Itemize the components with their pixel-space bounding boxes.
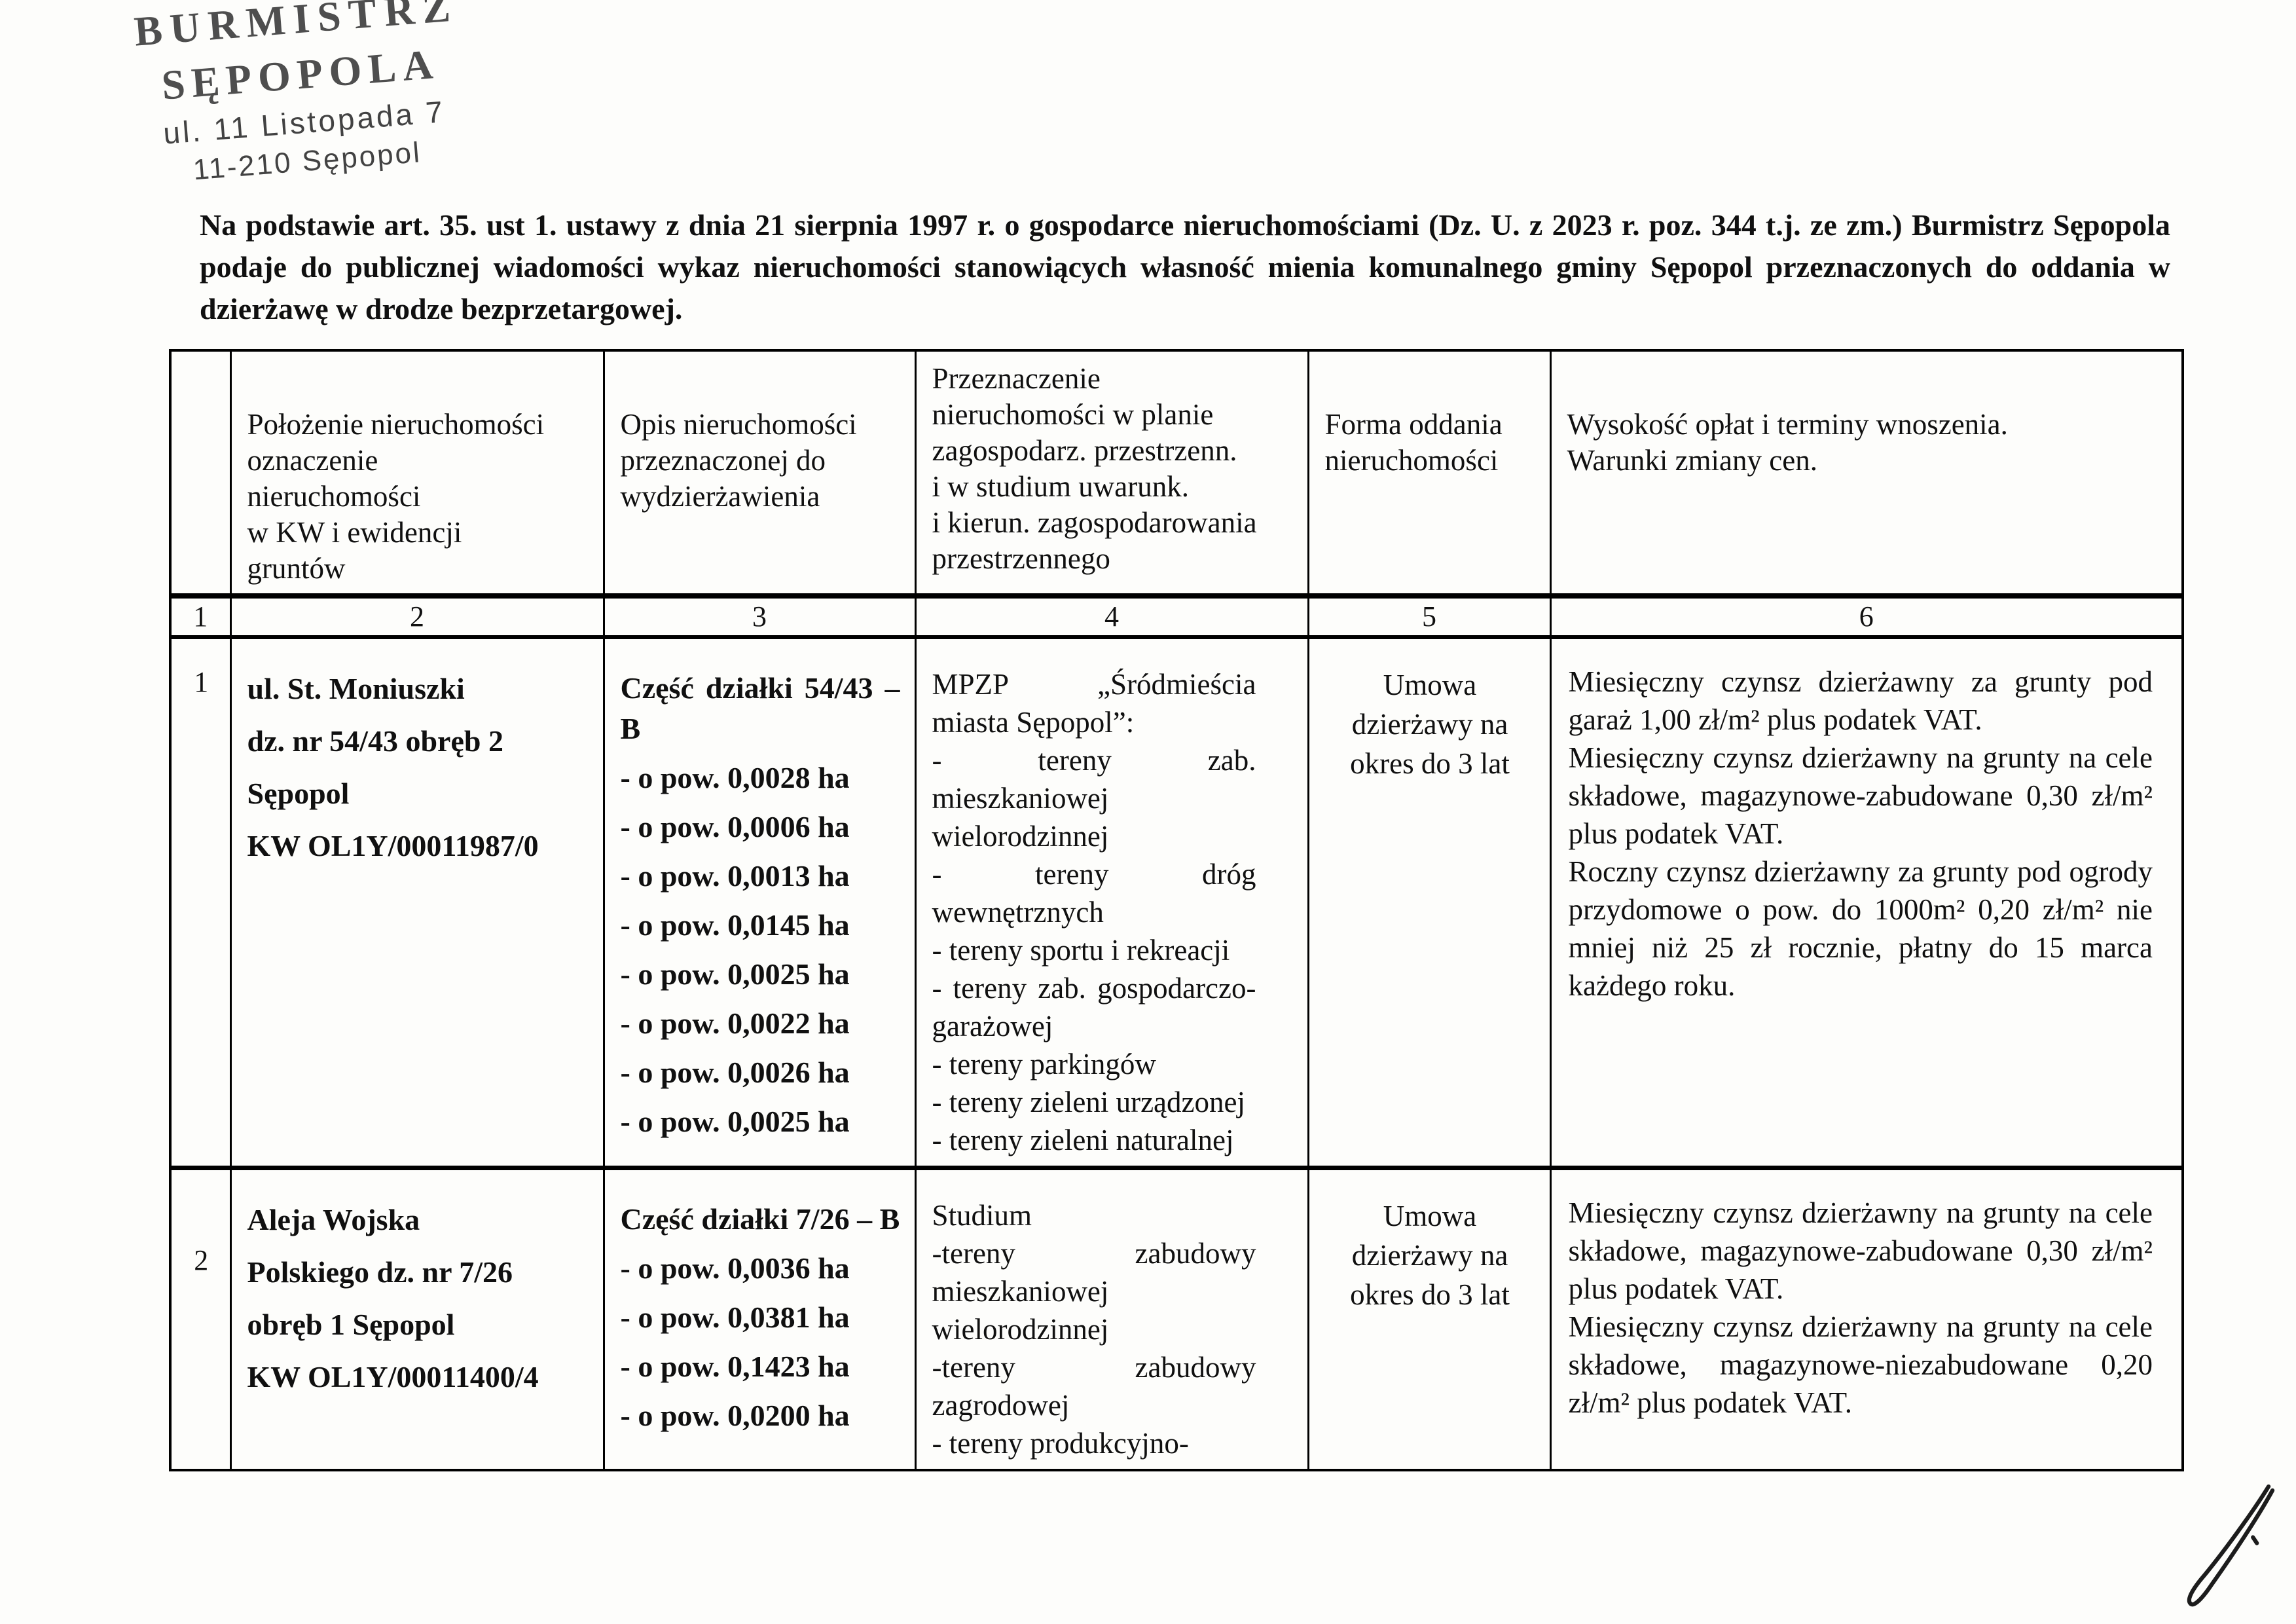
column-number-4: 4 <box>914 595 1309 639</box>
row2-ordinal: 2 <box>169 1167 232 1471</box>
header-purpose: Przeznaczenie nieruchomości w planie zag… <box>914 349 1309 599</box>
header-ordinal <box>169 349 232 599</box>
row2-purpose: Studium -tereny zabudowy mieszkaniowej wi… <box>914 1167 1309 1471</box>
row2-description: Część działki 7/26 – B- o pow. 0,0036 ha… <box>602 1167 917 1471</box>
table-header-row: Położenie nieruchomości oznaczenie nieru… <box>169 349 2184 599</box>
intro-paragraph: Na podstawie art. 35. ust 1. ustawy z dn… <box>200 208 2170 325</box>
row2-fees: Miesięczny czynsz dzierżawny na grunty n… <box>1549 1167 2184 1471</box>
header-fees: Wysokość opłat i terminy wnoszenia. Waru… <box>1549 349 2184 599</box>
header-form: Forma oddania nieruchomości <box>1307 349 1552 599</box>
header-location: Położenie nieruchomości oznaczenie nieru… <box>229 349 605 599</box>
table-row: 2 Aleja Wojska Polskiego dz. nr 7/26 obr… <box>169 1167 2184 1471</box>
row1-description: Część działki 54/43 – B- o pow. 0,0028 h… <box>602 636 917 1170</box>
column-number-row: 1 2 3 4 5 6 <box>169 595 2184 639</box>
header-description: Opis nieruchomości przeznaczonej do wydz… <box>602 349 917 599</box>
row1-lease-form: Umowa dzierżawy na okres do 3 lat <box>1307 636 1552 1170</box>
official-stamp: BURMISTRZ SĘPOPOLA ul. 11 Listopada 7 11… <box>65 0 538 198</box>
table-row: 1 ul. St. Moniuszki dz. nr 54/43 obręb 2… <box>169 636 2184 1170</box>
signature-paraph <box>2187 1484 2275 1607</box>
property-listing-table: Położenie nieruchomości oznaczenie nieru… <box>169 349 2184 1471</box>
row1-fees: Miesięczny czynsz dzierżawny za grunty p… <box>1549 636 2184 1170</box>
column-number-5: 5 <box>1307 595 1552 639</box>
column-number-2: 2 <box>229 595 605 639</box>
table-container: Położenie nieruchomości oznaczenie nieru… <box>169 349 2184 1471</box>
column-number-3: 3 <box>602 595 917 639</box>
column-number-6: 6 <box>1549 595 2184 639</box>
row2-lease-form: Umowa dzierżawy na okres do 3 lat <box>1307 1167 1552 1471</box>
row1-ordinal: 1 <box>169 636 232 1170</box>
row2-location: Aleja Wojska Polskiego dz. nr 7/26 obręb… <box>229 1167 605 1471</box>
row1-purpose: MPZP „Śródmieścia miasta Sępopol”: - tere… <box>914 636 1309 1170</box>
row1-location: ul. St. Moniuszki dz. nr 54/43 obręb 2 S… <box>229 636 605 1170</box>
column-number-1: 1 <box>169 595 232 639</box>
